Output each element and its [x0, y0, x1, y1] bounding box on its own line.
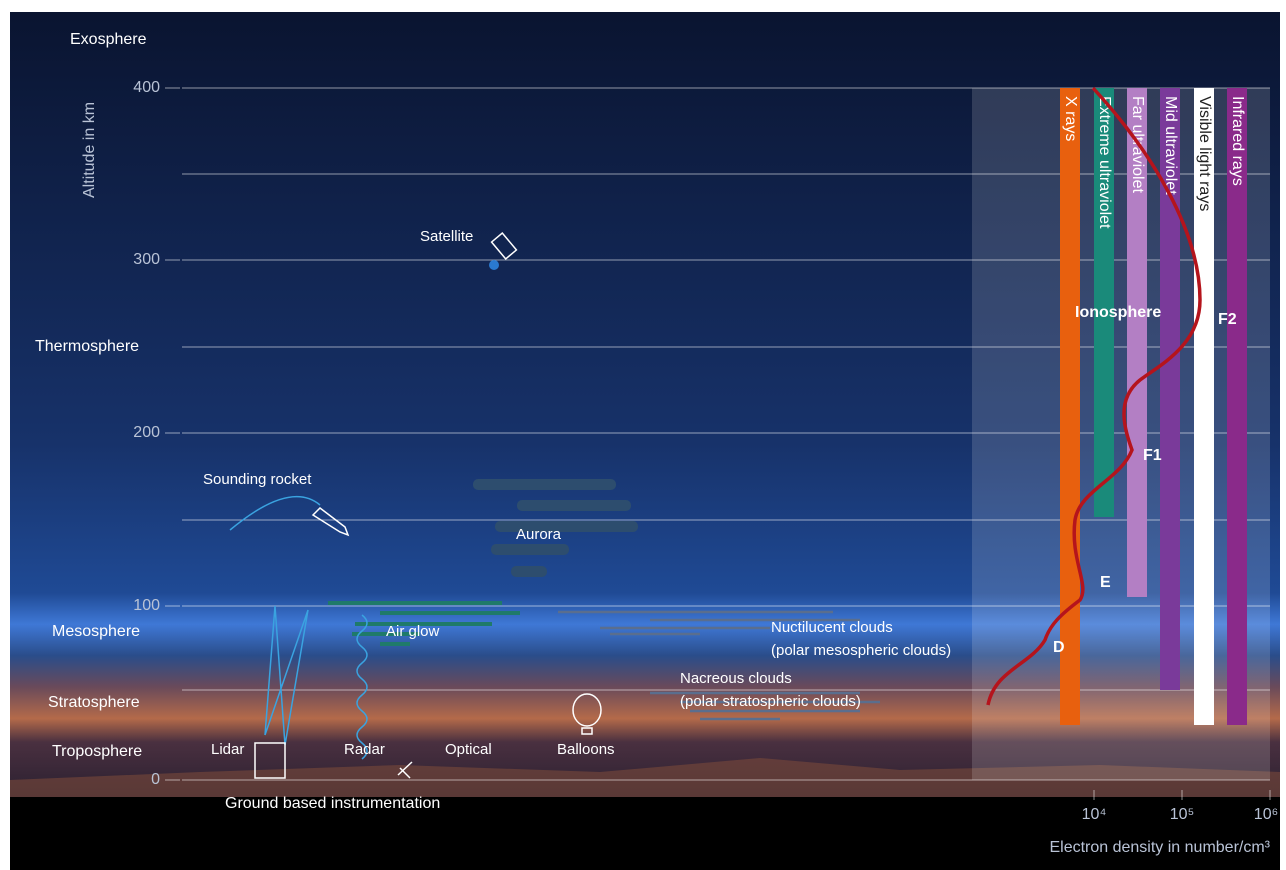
ground-band: [10, 797, 1280, 870]
density-ticks: [1093, 790, 1271, 800]
altitude-tick: 400: [133, 79, 160, 96]
cloud-lines: [558, 610, 880, 721]
radiation-label: Mid ultraviolet: [1162, 96, 1179, 195]
radiation-label: X rays: [1062, 96, 1079, 141]
phenomenon-label: (polar stratospheric clouds): [680, 693, 861, 710]
phenomenon-label: Nuctilucent clouds: [771, 619, 893, 636]
layer-label: Exosphere: [70, 31, 147, 48]
radiation-band: [1160, 88, 1180, 690]
altitude-tick: 100: [133, 597, 160, 614]
radiation-band: [1194, 88, 1214, 725]
density-title: Electron density in number/cm³: [1049, 839, 1270, 856]
altitude-tick: 0: [151, 771, 160, 788]
altitude-tick: 200: [133, 424, 160, 441]
phenomenon-label: (polar mesospheric clouds): [771, 642, 951, 659]
density-tick: 10⁵: [1170, 806, 1194, 823]
layer-label: Stratosphere: [48, 694, 140, 711]
ionosphere-layer: F2: [1218, 311, 1237, 328]
grid: [165, 87, 1270, 781]
instrument-caption: Ground based instrumentation: [225, 795, 440, 812]
mountains: [10, 758, 1280, 797]
radiation-band: [1127, 88, 1147, 597]
phenomenon-label: Satellite: [420, 228, 473, 245]
layer-label: Troposphere: [52, 743, 142, 760]
layer-label: Thermosphere: [35, 338, 139, 355]
layer-label: Mesosphere: [52, 623, 140, 640]
aurora-shapes: [473, 479, 638, 577]
instrument-label: Lidar: [211, 741, 244, 758]
density-tick: 10⁴: [1082, 806, 1107, 823]
radiation-band: [1227, 88, 1247, 725]
ionosphere-layer: F1: [1143, 447, 1162, 464]
ionosphere-layer: E: [1100, 574, 1111, 591]
instrument-label: Radar: [344, 741, 385, 758]
radiation-band: [1094, 88, 1114, 517]
density-curve: [986, 86, 1202, 706]
radiation-bands: X rays Extreme ultraviolet Far ultraviolet…: [1060, 88, 1247, 725]
spectrum-panel: [972, 88, 1270, 780]
ionosphere-title: Ionosphere: [1075, 304, 1161, 321]
icons: [254, 232, 602, 779]
phenomenon-label: Aurora: [516, 526, 562, 543]
density-tick: 10⁶: [1254, 806, 1278, 823]
ionosphere-layer: D: [1053, 639, 1065, 656]
radiation-label: Infrared rays: [1229, 96, 1246, 186]
altitude-tick: 300: [133, 251, 160, 268]
radiation-band: [1060, 88, 1080, 725]
phenomenon-label: Sounding rocket: [203, 471, 312, 488]
airglow-shapes: [328, 601, 520, 646]
radiation-label: Visible light rays: [1196, 96, 1213, 211]
altitude-title: Altitude in km: [81, 102, 98, 198]
instrument-label: Optical: [445, 741, 492, 758]
phenomenon-label: Nacreous clouds: [680, 670, 792, 687]
radiation-label: Extreme ultraviolet: [1096, 96, 1113, 229]
instrument-label: Balloons: [557, 741, 615, 758]
satellite-dish: [489, 260, 499, 270]
phenomenon-label: Air glow: [386, 623, 440, 640]
